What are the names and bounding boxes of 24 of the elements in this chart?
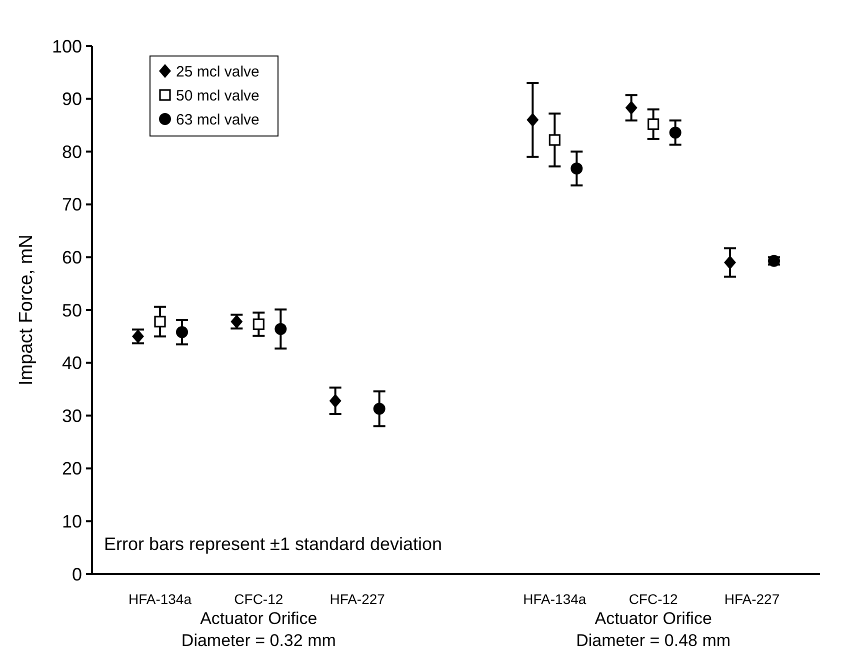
x-tick-label: CFC-12 bbox=[628, 591, 678, 607]
x-tick-label: HFA-227 bbox=[330, 591, 386, 607]
y-tick-label: 100 bbox=[52, 36, 82, 56]
y-tick-label: 40 bbox=[62, 353, 82, 374]
x-tick-label: HFA-227 bbox=[724, 591, 780, 607]
annotation: Error bars represent ±1 standard deviation bbox=[104, 534, 442, 554]
x-tick-label: HFA-134a bbox=[128, 591, 192, 607]
y-tick-label: 50 bbox=[62, 300, 82, 320]
legend-label: 25 mcl valve bbox=[176, 63, 260, 80]
y-tick-label: 60 bbox=[62, 248, 82, 268]
x-tick-label: HFA-134a bbox=[523, 591, 586, 607]
y-tick-label: 30 bbox=[62, 406, 82, 426]
y-tick-label: 0 bbox=[72, 564, 82, 584]
legend-label: 50 mcl valve bbox=[176, 87, 260, 104]
y-tick-label: 90 bbox=[62, 89, 82, 110]
y-tick-label: 70 bbox=[62, 194, 82, 215]
text: Actuator Orifice Diameter = 0.32 mm bbox=[181, 609, 336, 650]
y-axis-title: Impact Force, mN bbox=[16, 234, 37, 386]
legend-label: 63 mcl valve bbox=[176, 111, 260, 128]
x-tick-label: CFC-12 bbox=[234, 591, 284, 607]
y-tick-label: 10 bbox=[62, 512, 82, 532]
y-tick-label: 20 bbox=[62, 458, 82, 479]
y-tick-label: 80 bbox=[62, 142, 82, 162]
text: Actuator Orifice Diameter = 0.48 mm bbox=[576, 609, 731, 650]
